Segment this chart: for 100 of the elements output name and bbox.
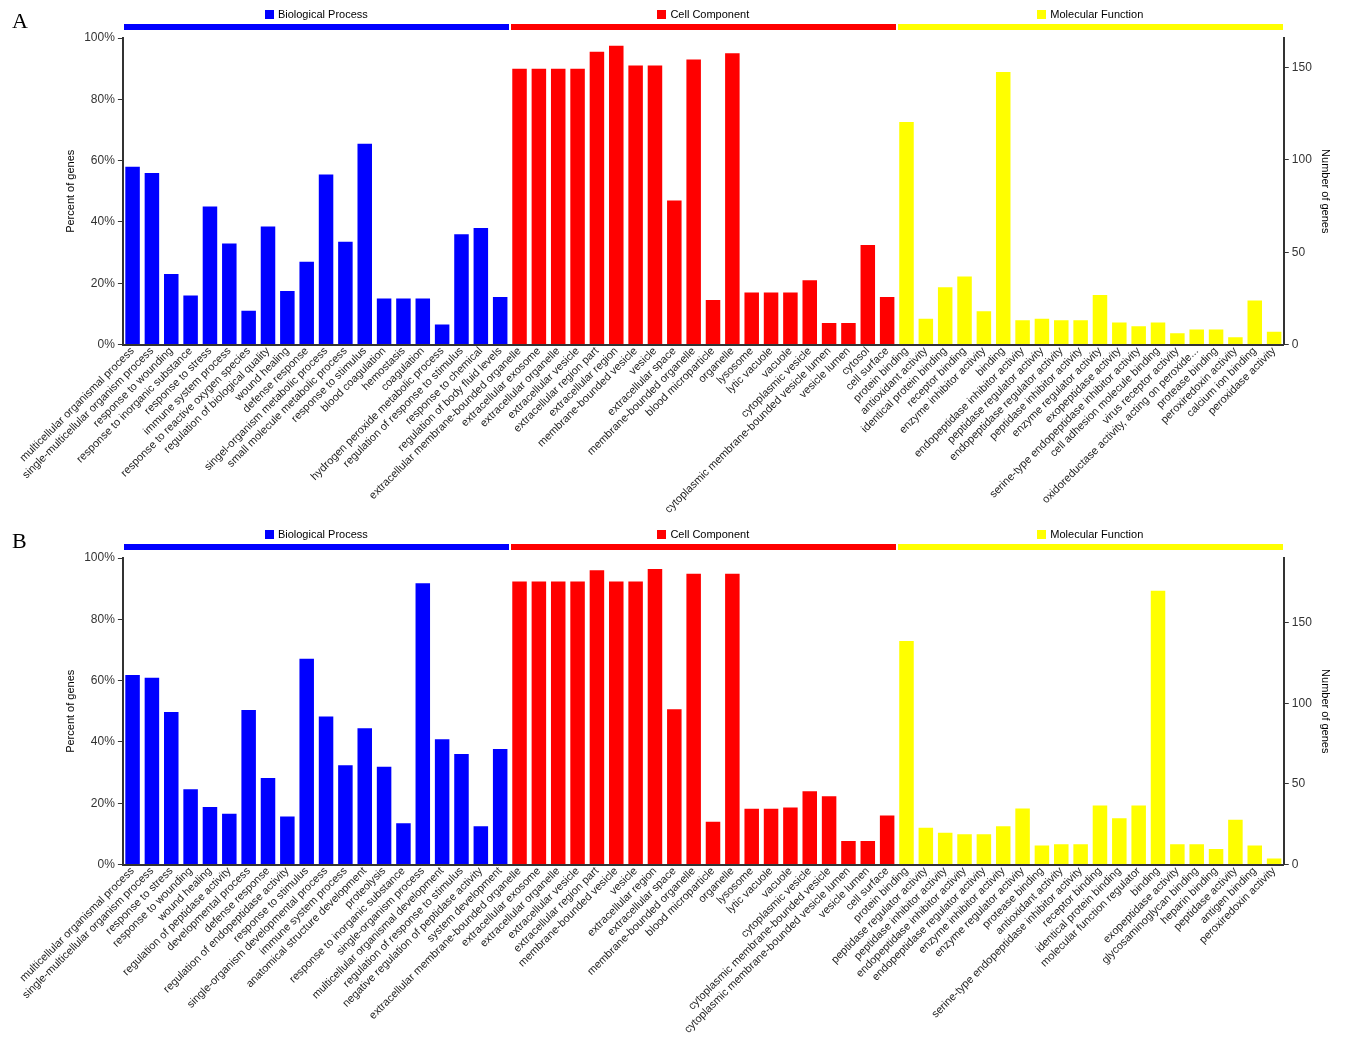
y-tick-label: 0% xyxy=(97,336,116,351)
y2-tick-label: 0 xyxy=(1291,336,1299,351)
bar xyxy=(222,243,237,345)
bar xyxy=(1208,329,1224,345)
bar xyxy=(821,796,837,865)
bar xyxy=(1150,590,1166,865)
bar xyxy=(1228,819,1243,865)
chart-title: A xyxy=(12,8,28,34)
bar xyxy=(531,68,547,345)
bar xyxy=(318,174,334,345)
bar xyxy=(1054,844,1069,865)
bar xyxy=(1034,318,1050,345)
bar xyxy=(899,641,914,865)
bar xyxy=(1015,808,1030,865)
y-axis-title: Percent of genes xyxy=(63,669,76,753)
bar xyxy=(144,172,160,345)
bar xyxy=(995,826,1011,865)
bar xyxy=(473,228,489,345)
y2-tick-label: 0 xyxy=(1291,856,1299,871)
bar xyxy=(512,68,527,345)
bar xyxy=(937,832,953,865)
bar xyxy=(1073,844,1088,865)
bar xyxy=(415,298,431,345)
bar xyxy=(1131,805,1146,865)
bar xyxy=(628,65,643,345)
bar xyxy=(899,121,914,345)
y2-tick-label: 100 xyxy=(1291,695,1313,710)
bar xyxy=(976,834,992,865)
legend-label: Biological Process xyxy=(277,528,368,540)
bar xyxy=(125,166,140,345)
bar xyxy=(783,292,798,345)
bar xyxy=(783,807,798,865)
bar xyxy=(1266,331,1282,345)
bar xyxy=(918,827,934,865)
bar xyxy=(1189,844,1204,865)
bar xyxy=(937,287,953,345)
bar xyxy=(1170,333,1185,345)
bar xyxy=(667,200,682,345)
bar xyxy=(725,53,740,345)
bar xyxy=(1150,322,1166,345)
bar xyxy=(609,581,624,865)
legend-label: Molecular Function xyxy=(1050,8,1144,20)
bar xyxy=(1112,322,1127,345)
chart-title: B xyxy=(12,528,27,554)
bar xyxy=(1092,294,1108,345)
y-tick-label: 20% xyxy=(90,275,116,290)
y-tick-label: 20% xyxy=(90,795,116,810)
bar xyxy=(202,206,218,345)
bar xyxy=(744,292,759,345)
bar xyxy=(164,274,179,345)
bar xyxy=(1247,300,1263,345)
y2-tick-label: 150 xyxy=(1291,59,1313,74)
bar xyxy=(183,295,198,345)
bar xyxy=(976,311,992,345)
bar xyxy=(550,581,566,865)
bar xyxy=(241,310,256,345)
bar xyxy=(415,583,431,865)
y2-tick-label: 50 xyxy=(1291,776,1306,791)
bar xyxy=(144,677,160,865)
bar xyxy=(260,778,276,865)
bar xyxy=(318,716,334,865)
bar xyxy=(763,808,779,865)
bar xyxy=(280,290,295,345)
bar xyxy=(995,72,1011,345)
bar xyxy=(705,300,721,345)
bar xyxy=(1034,845,1050,865)
bar xyxy=(434,739,450,865)
bar xyxy=(396,823,411,865)
bar xyxy=(125,675,140,865)
bar xyxy=(628,581,643,865)
bar xyxy=(396,298,411,345)
bar xyxy=(705,821,721,865)
y2-axis-title: Number of genes xyxy=(1320,669,1333,754)
y-tick-label: 0% xyxy=(97,856,116,871)
bar xyxy=(512,581,527,865)
legend-label: Cell Component xyxy=(670,528,750,540)
bar xyxy=(589,51,605,345)
bar xyxy=(241,710,256,865)
bar xyxy=(280,816,295,865)
bar xyxy=(570,581,585,865)
bar xyxy=(570,68,585,345)
bar xyxy=(686,59,701,345)
y-tick-label: 80% xyxy=(90,611,116,626)
bar xyxy=(376,298,392,345)
y-tick-label: 60% xyxy=(90,672,116,687)
bar xyxy=(531,581,547,865)
bar xyxy=(860,840,876,865)
bar xyxy=(918,318,934,345)
y2-axis-title: Number of genes xyxy=(1320,149,1333,234)
y-tick-label: 100% xyxy=(84,30,116,45)
bar xyxy=(744,808,759,865)
bar xyxy=(338,241,353,345)
bar xyxy=(357,143,372,345)
legend-label: Molecular Function xyxy=(1050,528,1144,540)
bar xyxy=(1266,858,1282,865)
bar xyxy=(454,234,469,345)
y-tick-label: 60% xyxy=(90,152,116,167)
bar xyxy=(802,280,818,345)
bar xyxy=(589,570,605,865)
bar xyxy=(802,791,818,865)
